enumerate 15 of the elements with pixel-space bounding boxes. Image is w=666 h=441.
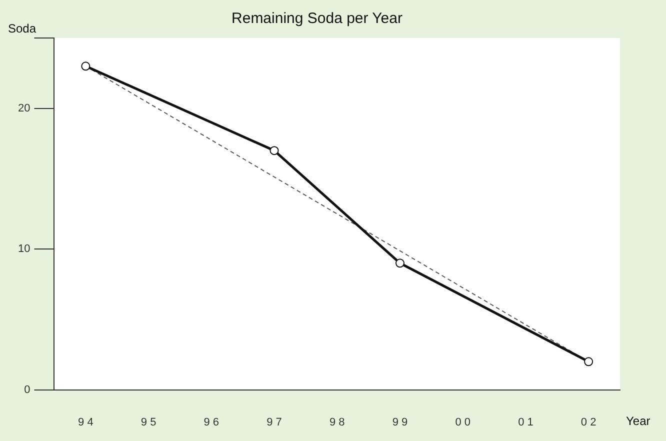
- x-tick-label: 9 9: [392, 416, 408, 428]
- y-tick-label: 20: [18, 102, 30, 114]
- x-tick-label: 9 8: [329, 416, 345, 428]
- x-tick-label: 0 0: [455, 416, 470, 428]
- x-tick-label: 9 4: [78, 416, 94, 428]
- chart-title: Remaining Soda per Year: [232, 10, 402, 28]
- y-axis-title: Soda: [8, 21, 36, 36]
- x-tick-label: 0 1: [518, 416, 534, 428]
- y-tick-label: 0: [24, 384, 30, 396]
- x-tick-label: 9 6: [204, 416, 220, 428]
- x-tick-label: 9 7: [266, 416, 282, 428]
- x-axis-title: Year: [626, 414, 650, 428]
- x-tick-label: 0 2: [580, 416, 596, 428]
- x-tick-label: 9 5: [140, 416, 156, 428]
- y-tick-label: 10: [18, 243, 30, 256]
